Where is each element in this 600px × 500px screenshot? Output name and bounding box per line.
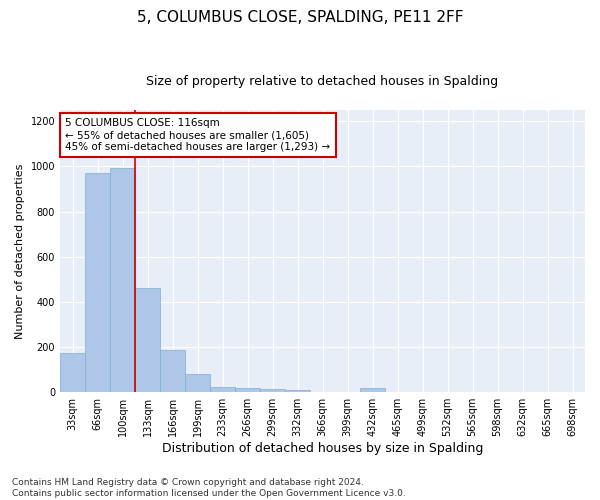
Bar [360, 388, 385, 392]
Bar [260, 390, 285, 392]
Text: 5, COLUMBUS CLOSE, SPALDING, PE11 2FF: 5, COLUMBUS CLOSE, SPALDING, PE11 2FF [137, 10, 463, 25]
Bar [60, 352, 85, 392]
Bar [85, 173, 110, 392]
Bar [110, 168, 135, 392]
Bar [285, 390, 310, 392]
X-axis label: Distribution of detached houses by size in Spalding: Distribution of detached houses by size … [162, 442, 483, 455]
Bar [210, 386, 235, 392]
Bar [235, 388, 260, 392]
Text: Contains HM Land Registry data © Crown copyright and database right 2024.
Contai: Contains HM Land Registry data © Crown c… [12, 478, 406, 498]
Bar [135, 288, 160, 392]
Text: 5 COLUMBUS CLOSE: 116sqm
← 55% of detached houses are smaller (1,605)
45% of sem: 5 COLUMBUS CLOSE: 116sqm ← 55% of detach… [65, 118, 331, 152]
Bar [185, 374, 210, 392]
Bar [160, 350, 185, 392]
Title: Size of property relative to detached houses in Spalding: Size of property relative to detached ho… [146, 75, 499, 88]
Y-axis label: Number of detached properties: Number of detached properties [15, 164, 25, 339]
